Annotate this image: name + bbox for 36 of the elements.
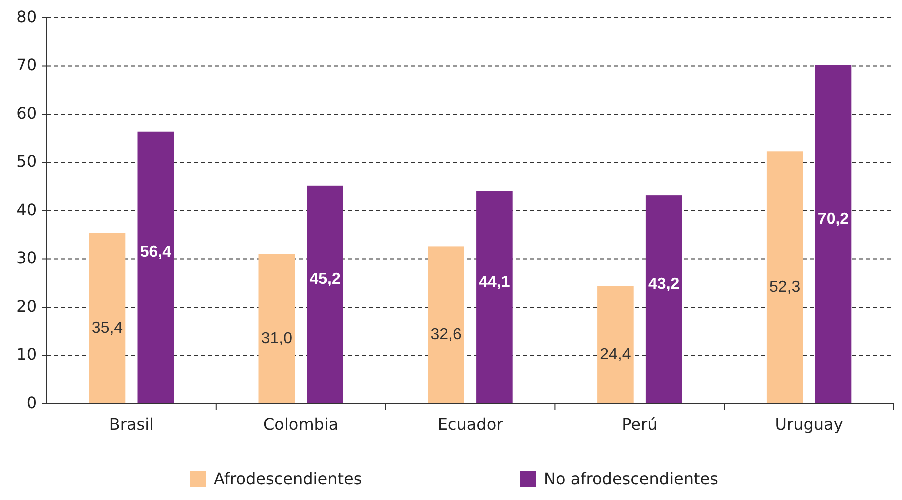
bar <box>258 254 296 404</box>
y-tick-label: 50 <box>16 152 37 172</box>
y-tick-label: 80 <box>16 7 37 26</box>
bar <box>815 65 852 404</box>
legend-label: No afrodescendientes <box>544 469 718 488</box>
data-label: 52,3 <box>770 279 801 296</box>
y-tick-label: 70 <box>16 56 37 75</box>
x-tick-label: Brasil <box>109 415 154 434</box>
bar <box>476 191 513 404</box>
bar <box>307 186 344 404</box>
bar <box>138 132 174 404</box>
data-label: 24,4 <box>600 346 632 364</box>
legend-label: Afrodescendientes <box>214 469 362 488</box>
data-label: 44,1 <box>479 274 510 291</box>
bar <box>428 246 464 404</box>
x-tick-label: Uruguay <box>775 415 844 434</box>
y-tick-label: 30 <box>16 248 37 268</box>
bar <box>598 286 634 404</box>
data-label: 70,2 <box>818 210 850 228</box>
x-tick-label: Colombia <box>264 415 339 434</box>
x-tick-label: Ecuador <box>438 415 504 434</box>
y-tick-label: 0 <box>26 393 37 412</box>
x-tick-label: Perú <box>622 415 658 434</box>
y-tick-label: 10 <box>16 345 37 364</box>
bar <box>89 233 126 404</box>
y-tick-label: 20 <box>16 296 37 316</box>
y-tick-label: 40 <box>16 200 37 220</box>
y-tick-label: 60 <box>16 104 37 123</box>
data-label: 32,6 <box>430 326 462 344</box>
bar <box>646 196 682 404</box>
data-label: 56,4 <box>140 244 172 262</box>
data-label: 31,0 <box>261 330 293 348</box>
bar <box>766 152 804 404</box>
data-label: 43,2 <box>648 276 680 294</box>
data-label: 45,2 <box>310 271 341 288</box>
data-label: 35,4 <box>92 320 124 337</box>
